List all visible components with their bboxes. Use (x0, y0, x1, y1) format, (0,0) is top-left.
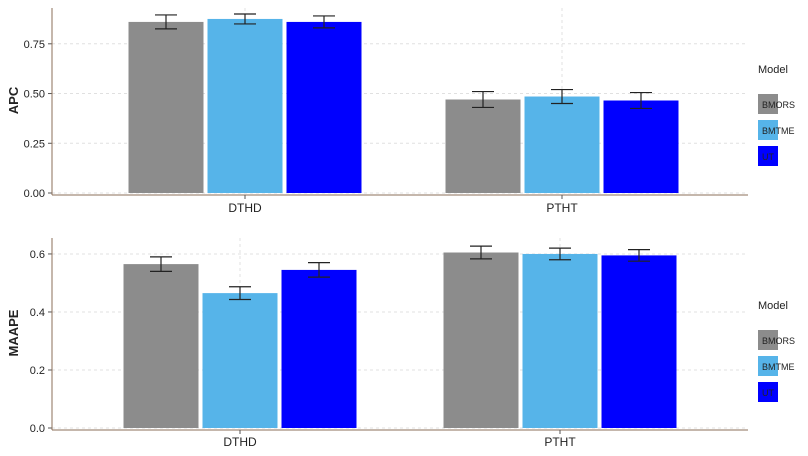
bar-ut-dthd (286, 21, 362, 194)
x-tick-label: DTHD (228, 201, 262, 215)
y-tick-label: 0.00 (24, 188, 45, 200)
x-tick-label: DTHD (223, 435, 257, 449)
panel-2: 0.0 0.2 0.4 0.6 DTHD PTHT MAAPE Model BMORS BMTME… (6, 238, 795, 449)
legend-title: Model (758, 300, 788, 312)
bar-ut-ptht (601, 255, 677, 428)
legend-key-bmtme (758, 120, 778, 140)
legend-key-ut (758, 382, 778, 402)
legend-key-bmtme (758, 356, 778, 376)
bar-bmtme-ptht (524, 96, 600, 193)
bar-bmtme-dthd (202, 293, 278, 428)
bar-ut-dthd (281, 269, 357, 428)
x-tick-label: PTHT (546, 201, 578, 215)
legend-label-ut: UT (762, 152, 774, 162)
legend-label-bmtme: BMTME (762, 362, 795, 372)
legend-title: Model (758, 64, 788, 76)
legend-label-ut: UT (762, 388, 774, 398)
legend-label-bmors: BMORS (762, 336, 795, 346)
legend-label-bmors: BMORS (762, 100, 795, 110)
y-axis-title: APC (6, 86, 21, 114)
bar-bmtme-dthd (207, 18, 283, 194)
legend-key-ut (758, 146, 778, 166)
y-tick-label: 0.4 (30, 307, 45, 319)
y-tick-label: 0.75 (24, 39, 45, 51)
bar-bmors-dthd (123, 264, 199, 428)
y-tick-label: 0.6 (30, 249, 45, 261)
y-tick-label: 0.50 (24, 89, 45, 101)
y-tick-label: 0.2 (30, 365, 45, 377)
y-axis-title: MAAPE (6, 309, 21, 356)
bar-ut-ptht (603, 100, 679, 193)
y-tick-label: 0.0 (30, 423, 45, 435)
legend-label-bmtme: BMTME (762, 126, 795, 136)
legend-key-bmors (758, 94, 778, 114)
x-tick-label: PTHT (544, 435, 576, 449)
legend-key-bmors (758, 330, 778, 350)
bar-bmors-dthd (128, 21, 204, 194)
bar-bmors-ptht (445, 99, 521, 193)
panel-1: 0.00 0.25 0.50 0.75 DTHD PTHT APC Model BMORS BMT… (6, 8, 795, 215)
y-tick-label: 0.25 (24, 138, 45, 150)
bar-bmors-ptht (443, 252, 519, 428)
bar-bmtme-ptht (522, 253, 598, 428)
